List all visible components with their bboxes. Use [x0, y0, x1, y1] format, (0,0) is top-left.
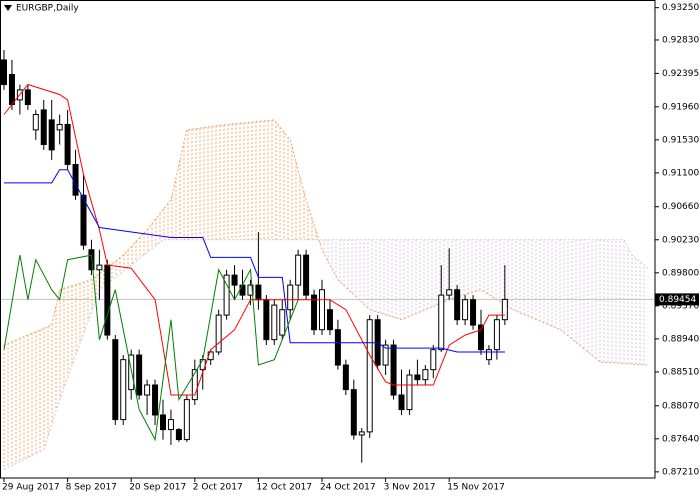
candle-body — [414, 374, 421, 381]
candle-body — [64, 123, 71, 165]
candle-body — [501, 298, 508, 321]
plot-area — [0, 49, 655, 470]
candle-body — [215, 314, 222, 353]
y-tick-label: 0.90660 — [662, 202, 699, 212]
x-tick-label: 3 Nov 2017 — [384, 483, 436, 493]
candle-body — [160, 414, 166, 431]
x-tick-label: 24 Oct 2017 — [320, 483, 376, 493]
y-tick-label: 0.90230 — [662, 235, 699, 245]
candle-body — [366, 319, 373, 433]
x-tick-label: 12 Oct 2017 — [256, 483, 312, 493]
y-tick-label: 0.91960 — [662, 102, 699, 112]
y-tick-label: 0.88940 — [662, 334, 699, 344]
y-tick-label: 0.88510 — [662, 367, 699, 377]
y-tick-label: 0.88070 — [662, 401, 699, 411]
candle-body — [295, 254, 302, 286]
candle-body — [144, 384, 151, 396]
last-price-box — [655, 293, 699, 306]
candle-body — [493, 319, 500, 351]
candle-body — [8, 74, 15, 106]
candle-body — [120, 359, 127, 421]
x-tick-label: 15 Nov 2017 — [447, 483, 505, 493]
candle-body — [342, 364, 349, 391]
candle-body — [239, 284, 246, 296]
candle-body — [406, 374, 413, 411]
candle-body — [112, 339, 119, 421]
candle-body — [247, 284, 254, 296]
last-price-label: 0.89454 — [659, 295, 696, 305]
y-tick-label: 0.92395 — [662, 69, 699, 79]
candle-body — [334, 329, 341, 366]
candle-body — [56, 123, 63, 131]
candle-body — [358, 431, 365, 436]
candle-body — [398, 394, 405, 411]
x-tick-label: 2 Oct 2017 — [193, 483, 243, 493]
x-tick-label: 29 Aug 2017 — [2, 483, 60, 493]
y-tick-label: 0.91530 — [662, 135, 699, 145]
candle-body — [271, 304, 278, 341]
indicator-line — [3, 254, 299, 442]
indicator-line — [4, 169, 505, 353]
y-tick-label: 0.92830 — [662, 35, 699, 45]
candle-body — [470, 299, 477, 326]
candle-body — [48, 119, 55, 151]
candle-body — [279, 309, 286, 336]
candle-body — [287, 284, 294, 311]
x-tick-label: 8 Sep 2017 — [66, 483, 117, 493]
candle-body — [183, 399, 190, 441]
candle-body — [485, 349, 492, 361]
menu-icon[interactable] — [4, 5, 12, 11]
candle-body — [40, 109, 47, 145]
candle-body — [422, 369, 429, 381]
candle-body — [175, 429, 182, 441]
candle-body — [32, 114, 39, 131]
cloud-span — [3, 239, 649, 470]
y-tick-label: 0.89800 — [662, 268, 699, 278]
y-tick-label: 0.93250 — [662, 3, 699, 13]
candle-body — [390, 344, 397, 396]
frame — [0, 0, 656, 479]
x-tick-label: 20 Sep 2017 — [129, 483, 186, 493]
candle-body — [136, 354, 143, 396]
candle-body — [191, 369, 198, 401]
candle-body — [1, 59, 7, 86]
candle-body — [446, 289, 453, 296]
candle-body — [430, 349, 437, 371]
candle-body — [311, 294, 318, 331]
candle-body — [104, 264, 111, 336]
y-tick-label: 0.91100 — [662, 168, 699, 178]
candle-body — [167, 419, 174, 431]
candle-body — [152, 384, 159, 416]
candle-body — [303, 254, 310, 296]
candle-body — [80, 194, 87, 246]
candle-body — [319, 289, 325, 331]
chart-title: EURGBP,Daily — [16, 4, 79, 14]
candle-body — [128, 354, 135, 391]
candle-body — [462, 299, 469, 321]
candle-body — [350, 389, 357, 436]
candle-body — [72, 163, 79, 196]
candle-body — [326, 309, 333, 331]
candle-body — [255, 284, 262, 301]
indicator-line — [3, 83, 505, 396]
candle-body — [263, 299, 270, 341]
y-tick-label: 0.89370 — [662, 301, 699, 311]
candle-body — [96, 264, 103, 271]
y-tick-label: 0.87640 — [662, 434, 699, 444]
y-tick-label: 0.87210 — [662, 467, 699, 477]
candle-body — [438, 294, 445, 351]
candle-body — [223, 274, 230, 316]
candle-body — [478, 324, 484, 351]
candle-body — [24, 89, 31, 106]
candle-body — [231, 274, 238, 286]
candle-body — [382, 344, 389, 366]
candle-body — [454, 289, 461, 321]
